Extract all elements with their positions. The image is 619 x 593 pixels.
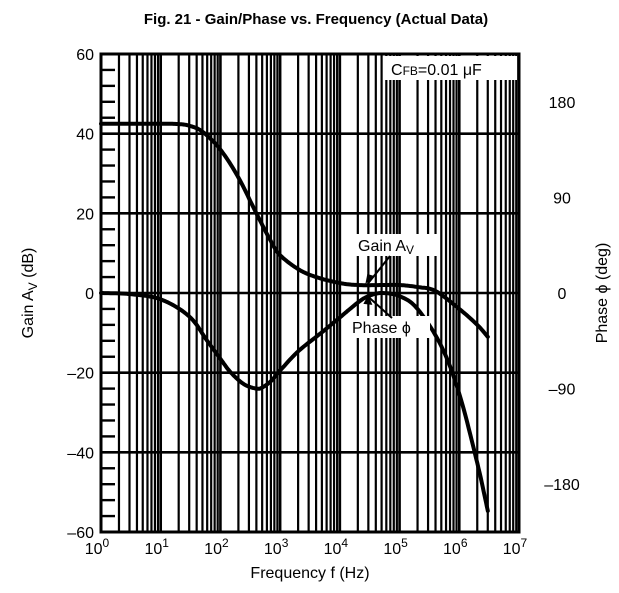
grid-layer: [101, 54, 519, 532]
legend-box: [385, 56, 517, 80]
gain-annotation: Gain AV: [358, 238, 414, 257]
left-axis-title: Gain AV (dB): [20, 248, 40, 339]
x-tick-label: 102: [204, 536, 229, 558]
x-tick-label: 100: [85, 536, 110, 558]
left-tick-label: –60: [67, 525, 94, 542]
x-tick-label: 107: [503, 536, 528, 558]
left-tick-label: –20: [67, 366, 94, 383]
x-tick-label: 106: [443, 536, 468, 558]
left-tick-label: 40: [76, 127, 94, 144]
right-tick-label: –90: [549, 382, 576, 399]
phase-arrowhead: [363, 294, 373, 305]
phase-annotation: Phase ϕ: [352, 320, 411, 337]
gain-arrowhead: [365, 274, 375, 285]
x-tick-label: 105: [383, 536, 408, 558]
label-layer: 60 40 20 0 –20 –40 –60 180 90 0 –90 –180 100 101 102 10…: [20, 47, 611, 582]
series-layer: [99, 121, 490, 513]
chart-title: Fig. 21 - Gain/Phase vs. Frequency (Actu…: [144, 11, 488, 28]
x-tick-label: 104: [324, 536, 349, 558]
left-tick-label: 0: [85, 286, 94, 303]
phase-annotation-bg: [350, 316, 430, 338]
right-tick-label: 180: [549, 95, 576, 112]
left-tick-label: 20: [76, 206, 94, 223]
right-tick-label: –180: [544, 477, 580, 494]
tick-layer: [101, 68, 115, 518]
right-tick-label: 90: [553, 190, 571, 207]
legend-text: CFB=0.01 μF: [391, 62, 482, 79]
phase-curve: [99, 291, 490, 513]
gain-annotation-arrow: [367, 255, 391, 284]
gain-curve: [99, 121, 490, 339]
phase-annotation-arrow: [367, 296, 393, 319]
x-axis-title: Frequency f (Hz): [250, 565, 369, 582]
left-tick-label: 60: [76, 47, 94, 64]
x-tick-label: 103: [264, 536, 289, 558]
gain-annotation-bg: [356, 234, 438, 256]
right-axis-title: Phase ϕ (deg): [594, 243, 611, 344]
left-tick-label: –40: [67, 445, 94, 462]
right-tick-label: 0: [558, 286, 567, 303]
plot-frame: [99, 52, 521, 534]
x-tick-label: 101: [144, 536, 169, 558]
